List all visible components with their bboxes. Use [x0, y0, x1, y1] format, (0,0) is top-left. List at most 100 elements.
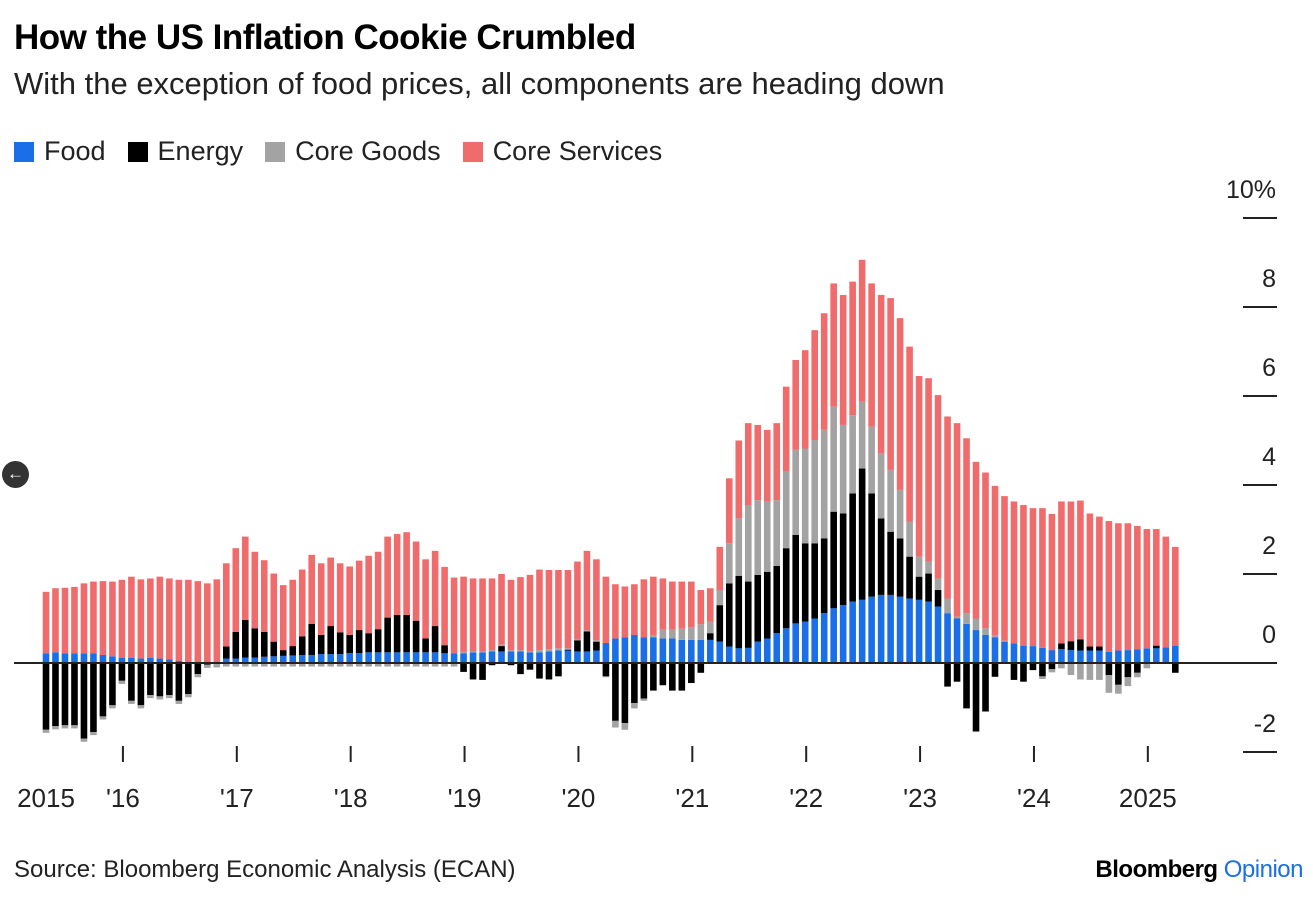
bar-core-services: [1115, 523, 1122, 651]
bar-energy: [166, 663, 173, 696]
bar-core-goods: [1077, 663, 1084, 680]
bar-energy: [602, 663, 610, 677]
bar-core-services: [194, 581, 202, 663]
bar-core-goods: [526, 650, 534, 653]
bar-food: [1029, 646, 1037, 663]
bar-food: [602, 642, 610, 663]
bar-energy: [517, 663, 524, 675]
bar-energy: [1172, 663, 1179, 673]
bar-food: [697, 639, 705, 663]
legend-item-food: Food: [14, 136, 106, 167]
bar-energy: [877, 518, 885, 595]
bar-energy: [963, 663, 970, 709]
bar-energy: [536, 663, 543, 679]
bar-food: [820, 613, 828, 663]
bar-food: [137, 658, 145, 663]
bar-core-services: [1172, 546, 1179, 646]
bar-food: [384, 652, 391, 663]
bar-energy: [934, 590, 942, 607]
bar-energy: [1115, 663, 1122, 685]
bar-food: [1048, 650, 1056, 663]
bar-energy: [688, 663, 695, 684]
bar-core-services: [185, 579, 192, 662]
bar-food: [925, 601, 932, 663]
bar-core-goods: [507, 650, 515, 652]
bar-core-services: [1162, 536, 1170, 648]
bar-energy: [631, 663, 638, 704]
bar-energy: [365, 633, 372, 653]
bar-core-goods: [887, 469, 894, 532]
bar-core-goods: [877, 453, 885, 519]
bar-food: [80, 653, 88, 663]
bar-core-goods: [185, 694, 192, 698]
bar-core-services: [754, 424, 762, 501]
bar-energy: [270, 641, 278, 657]
legend-label: Energy: [157, 136, 244, 166]
bar-core-services: [99, 581, 107, 655]
bar-food: [469, 652, 477, 663]
bar-energy: [896, 538, 904, 597]
bar-energy: [650, 663, 657, 691]
bar-core-goods: [1115, 684, 1122, 694]
bar-core-services: [498, 574, 505, 645]
bar-energy: [109, 663, 116, 706]
bar-core-services: [327, 557, 334, 627]
bar-food: [517, 651, 524, 663]
bar-food: [99, 654, 107, 663]
bar-food: [839, 605, 847, 663]
bar-energy: [241, 619, 249, 658]
bar-core-services: [213, 579, 221, 662]
bar-energy: [412, 620, 420, 653]
bar-food: [564, 650, 572, 663]
bar-energy: [61, 663, 69, 726]
bar-core-goods: [659, 629, 667, 639]
bar-food: [669, 638, 676, 663]
bar-core-services: [545, 569, 553, 650]
bar-core-services: [156, 576, 164, 659]
bar-core-goods: [830, 406, 837, 512]
bar-energy: [393, 614, 401, 653]
bar-core-services: [1029, 508, 1037, 647]
bar-food: [1067, 650, 1075, 663]
brand-logo: Bloomberg Opinion: [1095, 856, 1303, 884]
bar-core-services: [270, 573, 278, 642]
bar-core-services: [839, 294, 847, 425]
bar-core-goods: [147, 695, 154, 699]
bar-core-goods: [650, 634, 657, 638]
bar-core-goods: [982, 628, 989, 635]
bar-core-goods: [849, 415, 856, 494]
bar-core-services: [166, 578, 173, 660]
bar-food: [754, 641, 762, 663]
bar-energy: [156, 663, 164, 697]
bar-food: [1124, 650, 1132, 663]
bar-core-goods: [1067, 663, 1075, 676]
bar-energy: [71, 663, 78, 726]
bar-food: [298, 654, 306, 663]
bar-food: [963, 623, 970, 663]
bar-core-goods: [925, 561, 932, 574]
bar-core-services: [346, 566, 353, 635]
bar-energy: [431, 626, 439, 653]
bar-core-services: [1153, 529, 1160, 646]
bar-food: [498, 651, 505, 663]
bar-energy: [972, 663, 980, 732]
bar-core-services: [1096, 516, 1103, 647]
bar-core-goods: [631, 703, 638, 709]
bar-core-goods: [707, 621, 714, 634]
bar-core-services: [669, 581, 676, 630]
bar-core-services: [393, 533, 401, 615]
bar-energy: [792, 534, 800, 624]
bar-core-goods: [156, 696, 164, 700]
chart-title: How the US Inflation Cookie Crumbled: [14, 18, 636, 57]
bar-energy: [849, 493, 856, 602]
legend-item-core-services: Core Services: [462, 136, 662, 167]
bar-core-services: [982, 472, 989, 629]
bar-core-services: [650, 576, 657, 635]
bar-core-services: [71, 586, 78, 654]
bar-energy: [80, 663, 88, 739]
bar-energy: [574, 640, 581, 652]
bar-food: [536, 652, 543, 663]
arrow-left-icon[interactable]: ←: [2, 461, 29, 488]
bar-energy: [1096, 646, 1103, 651]
bar-core-goods: [80, 738, 88, 742]
